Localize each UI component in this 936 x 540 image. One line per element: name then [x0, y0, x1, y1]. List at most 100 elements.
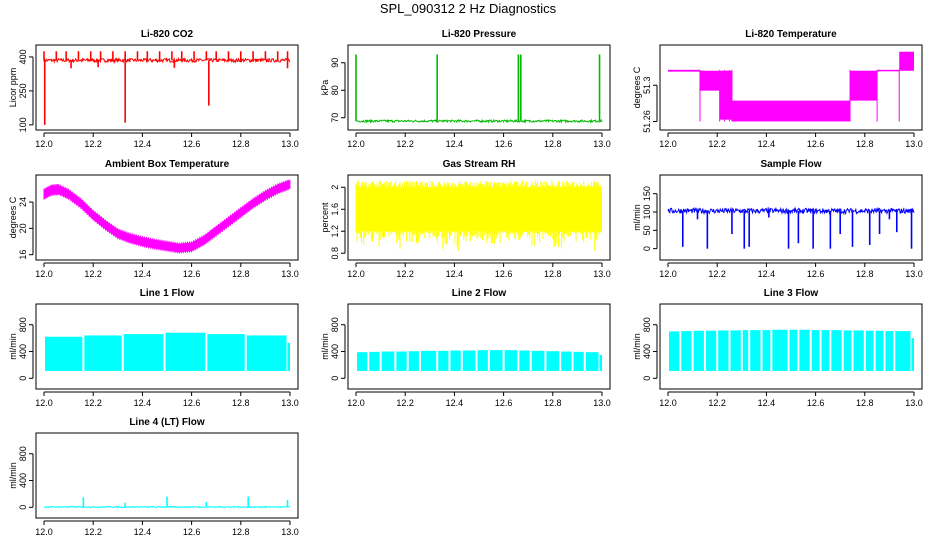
plot-box — [35, 303, 299, 390]
step-band — [731, 100, 851, 122]
x-tick-label: 12.8 — [856, 398, 874, 408]
y-tick-label: 400 — [330, 344, 340, 359]
x-tick-label: 12.8 — [232, 269, 250, 279]
x-tick-label: 12.8 — [544, 269, 562, 279]
flow-segment — [875, 330, 884, 371]
flow-segment — [865, 330, 874, 371]
x-tick-label: 12.0 — [659, 398, 677, 408]
y-tick-label: 400 — [18, 49, 28, 64]
flow-segment — [772, 329, 788, 371]
plot-box — [35, 432, 299, 519]
y-tick-label: 0 — [330, 376, 340, 381]
y-tick-label: 400 — [18, 344, 28, 359]
x-tick-label: 13.0 — [281, 269, 299, 279]
x-tick-label: 12.2 — [84, 139, 102, 149]
x-axis: 12.0 12.2 12.4 12.6 12.8 13.0 — [35, 391, 299, 408]
y-tick-label: 800 — [330, 317, 340, 332]
flow-segment — [799, 329, 810, 371]
flow-segment — [669, 331, 680, 371]
flow-segment — [811, 330, 820, 371]
flow-segment — [750, 330, 761, 371]
series-co2 — [43, 51, 291, 125]
x-tick-label: 12.0 — [659, 269, 677, 279]
y-axis-label: ml/min — [8, 333, 18, 360]
y-axis-label: ml/min — [320, 333, 330, 360]
flow-segment — [885, 331, 894, 371]
flow-segment — [477, 350, 488, 371]
flow-segment — [831, 330, 842, 371]
y-axis: 0 400 800 — [330, 317, 346, 381]
series-line4 — [43, 496, 291, 509]
plot-box — [347, 303, 611, 390]
flow-segment — [489, 350, 503, 371]
x-tick-label: 12.6 — [183, 139, 201, 149]
x-tick-label: 12.4 — [134, 398, 152, 408]
x-axis: 12.0 12.2 12.4 12.6 12.8 13.0 — [35, 132, 299, 149]
y-tick-label: 70 — [330, 113, 340, 123]
x-tick-label: 12.6 — [495, 269, 513, 279]
plot-box — [659, 174, 923, 261]
x-tick-label: 12.0 — [35, 398, 53, 408]
y-axis: 0.8 1.2 1.6 2 — [330, 185, 346, 260]
x-tick-label: 12.8 — [544, 398, 562, 408]
plot-box — [659, 303, 923, 390]
x-tick-label: 12.6 — [807, 269, 825, 279]
chart-title: Line 2 Flow — [452, 288, 507, 299]
x-tick-label: 13.0 — [905, 139, 923, 149]
series-line2 — [357, 350, 602, 371]
x-tick-label: 12.2 — [708, 139, 726, 149]
x-tick-label: 12.2 — [396, 139, 414, 149]
series-line — [43, 505, 291, 509]
flow-segment — [369, 351, 380, 371]
x-tick-label: 13.0 — [593, 269, 611, 279]
chart-title: Ambient Box Temperature — [105, 159, 230, 170]
flow-segment — [84, 335, 122, 371]
y-axis-label: Licor ppm — [8, 68, 18, 108]
y-axis: 0 50 100 150 — [642, 186, 658, 251]
flow-segment — [519, 350, 530, 371]
plot-box — [659, 44, 923, 131]
flow-segment — [681, 331, 692, 371]
plot-box — [35, 174, 299, 261]
flow-segment — [585, 352, 599, 371]
y-tick-label: 400 — [18, 473, 28, 488]
x-tick-label: 12.8 — [232, 527, 250, 537]
x-tick-label: 12.2 — [84, 527, 102, 537]
x-tick-label: 12.4 — [758, 398, 776, 408]
chart-title: Line 3 Flow — [764, 288, 819, 299]
y-axis: 70 80 90 — [330, 58, 346, 123]
flow-segment — [762, 330, 771, 371]
y-axis-label: ml/min — [632, 204, 642, 231]
flow-segment — [420, 350, 437, 371]
y-tick-label: 800 — [642, 317, 652, 332]
y-tick-label: 400 — [642, 344, 652, 359]
flow-segment — [246, 335, 287, 371]
chart-title: Li-820 Pressure — [442, 29, 517, 40]
x-tick-label: 13.0 — [281, 527, 299, 537]
x-tick-label: 12.0 — [659, 139, 677, 149]
flow-segment — [381, 351, 395, 371]
x-tick-label: 12.4 — [446, 139, 464, 149]
flow-segment — [408, 351, 419, 371]
flow-segment — [705, 330, 717, 371]
y-tick-label: 24 — [18, 197, 28, 207]
x-tick-label: 12.0 — [35, 139, 53, 149]
y-axis-label: degrees C — [632, 66, 642, 108]
y-axis: 16 20 24 — [18, 197, 34, 260]
x-tick-label: 12.6 — [183, 398, 201, 408]
y-tick-label: 250 — [18, 83, 28, 98]
y-axis: 0 400 800 — [642, 317, 658, 381]
x-tick-label: 12.0 — [347, 398, 365, 408]
x-axis: 12.0 12.2 12.4 12.6 12.8 13.0 — [347, 262, 611, 279]
flow-segment — [438, 350, 449, 371]
y-tick-label: 150 — [642, 186, 652, 201]
flow-segment — [693, 330, 704, 371]
x-axis: 12.0 12.2 12.4 12.6 12.8 13.0 — [347, 132, 611, 149]
y-tick-label: 800 — [18, 446, 28, 461]
series-ambient_temp — [43, 179, 291, 254]
x-tick-label: 12.0 — [347, 269, 365, 279]
x-tick-label: 12.6 — [495, 139, 513, 149]
x-tick-label: 12.2 — [396, 269, 414, 279]
x-axis: 12.0 12.2 12.4 12.6 12.8 13.0 — [659, 391, 923, 408]
step-band — [719, 70, 732, 120]
